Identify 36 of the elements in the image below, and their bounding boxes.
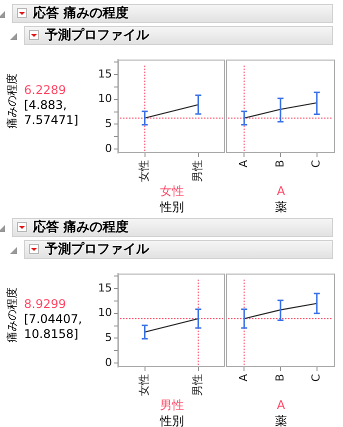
y-tick-label: 10: [98, 92, 112, 106]
text: A: [276, 183, 286, 199]
x-tick-label: C: [310, 160, 323, 168]
x-axis-title: 薬: [274, 413, 288, 427]
x-axis-title: 薬: [274, 199, 288, 215]
y-tick-label: 10: [98, 306, 112, 320]
x-tick-label: B: [273, 160, 286, 168]
x-tick-label: B: [273, 374, 286, 382]
text: 女性: [159, 183, 185, 199]
x-axis-title: 性別: [158, 413, 185, 427]
y-tick-label: 0: [105, 356, 112, 369]
x-tick-label: 女性: [138, 160, 151, 182]
y-tick-label: 15: [98, 281, 112, 294]
y-tick-label: 5: [105, 331, 112, 344]
y-axis-title: 痛みの程度: [4, 288, 20, 342]
text: 6.2289: [24, 83, 67, 98]
y-tick-label: 0: [105, 142, 112, 155]
chart-title: 応答 痛みの程度: [33, 220, 129, 235]
x-axis-title: 性別: [158, 199, 185, 215]
text: 8.9299: [24, 297, 67, 312]
x-tick-label: A: [237, 160, 250, 168]
x-tick-label: 男性: [191, 160, 204, 182]
y-tick-label: 15: [98, 67, 112, 80]
x-tick-label: C: [310, 374, 323, 382]
x-tick-label: 女性: [138, 374, 151, 396]
chart-title: 応答 痛みの程度: [33, 6, 129, 21]
text: A: [276, 397, 286, 413]
text: [4.883, 7.57471]: [24, 98, 80, 128]
x-tick-label: A: [237, 374, 250, 382]
text: [7.04407, 10.8158]: [24, 312, 84, 342]
chart-subtitle: 予測プロファイル: [45, 28, 149, 43]
text: 男性: [159, 397, 185, 413]
chart-subtitle: 予測プロファイル: [45, 242, 149, 257]
x-tick-label: 男性: [191, 374, 204, 396]
y-axis-title: 痛みの程度: [4, 74, 20, 128]
y-tick-label: 5: [105, 117, 112, 130]
